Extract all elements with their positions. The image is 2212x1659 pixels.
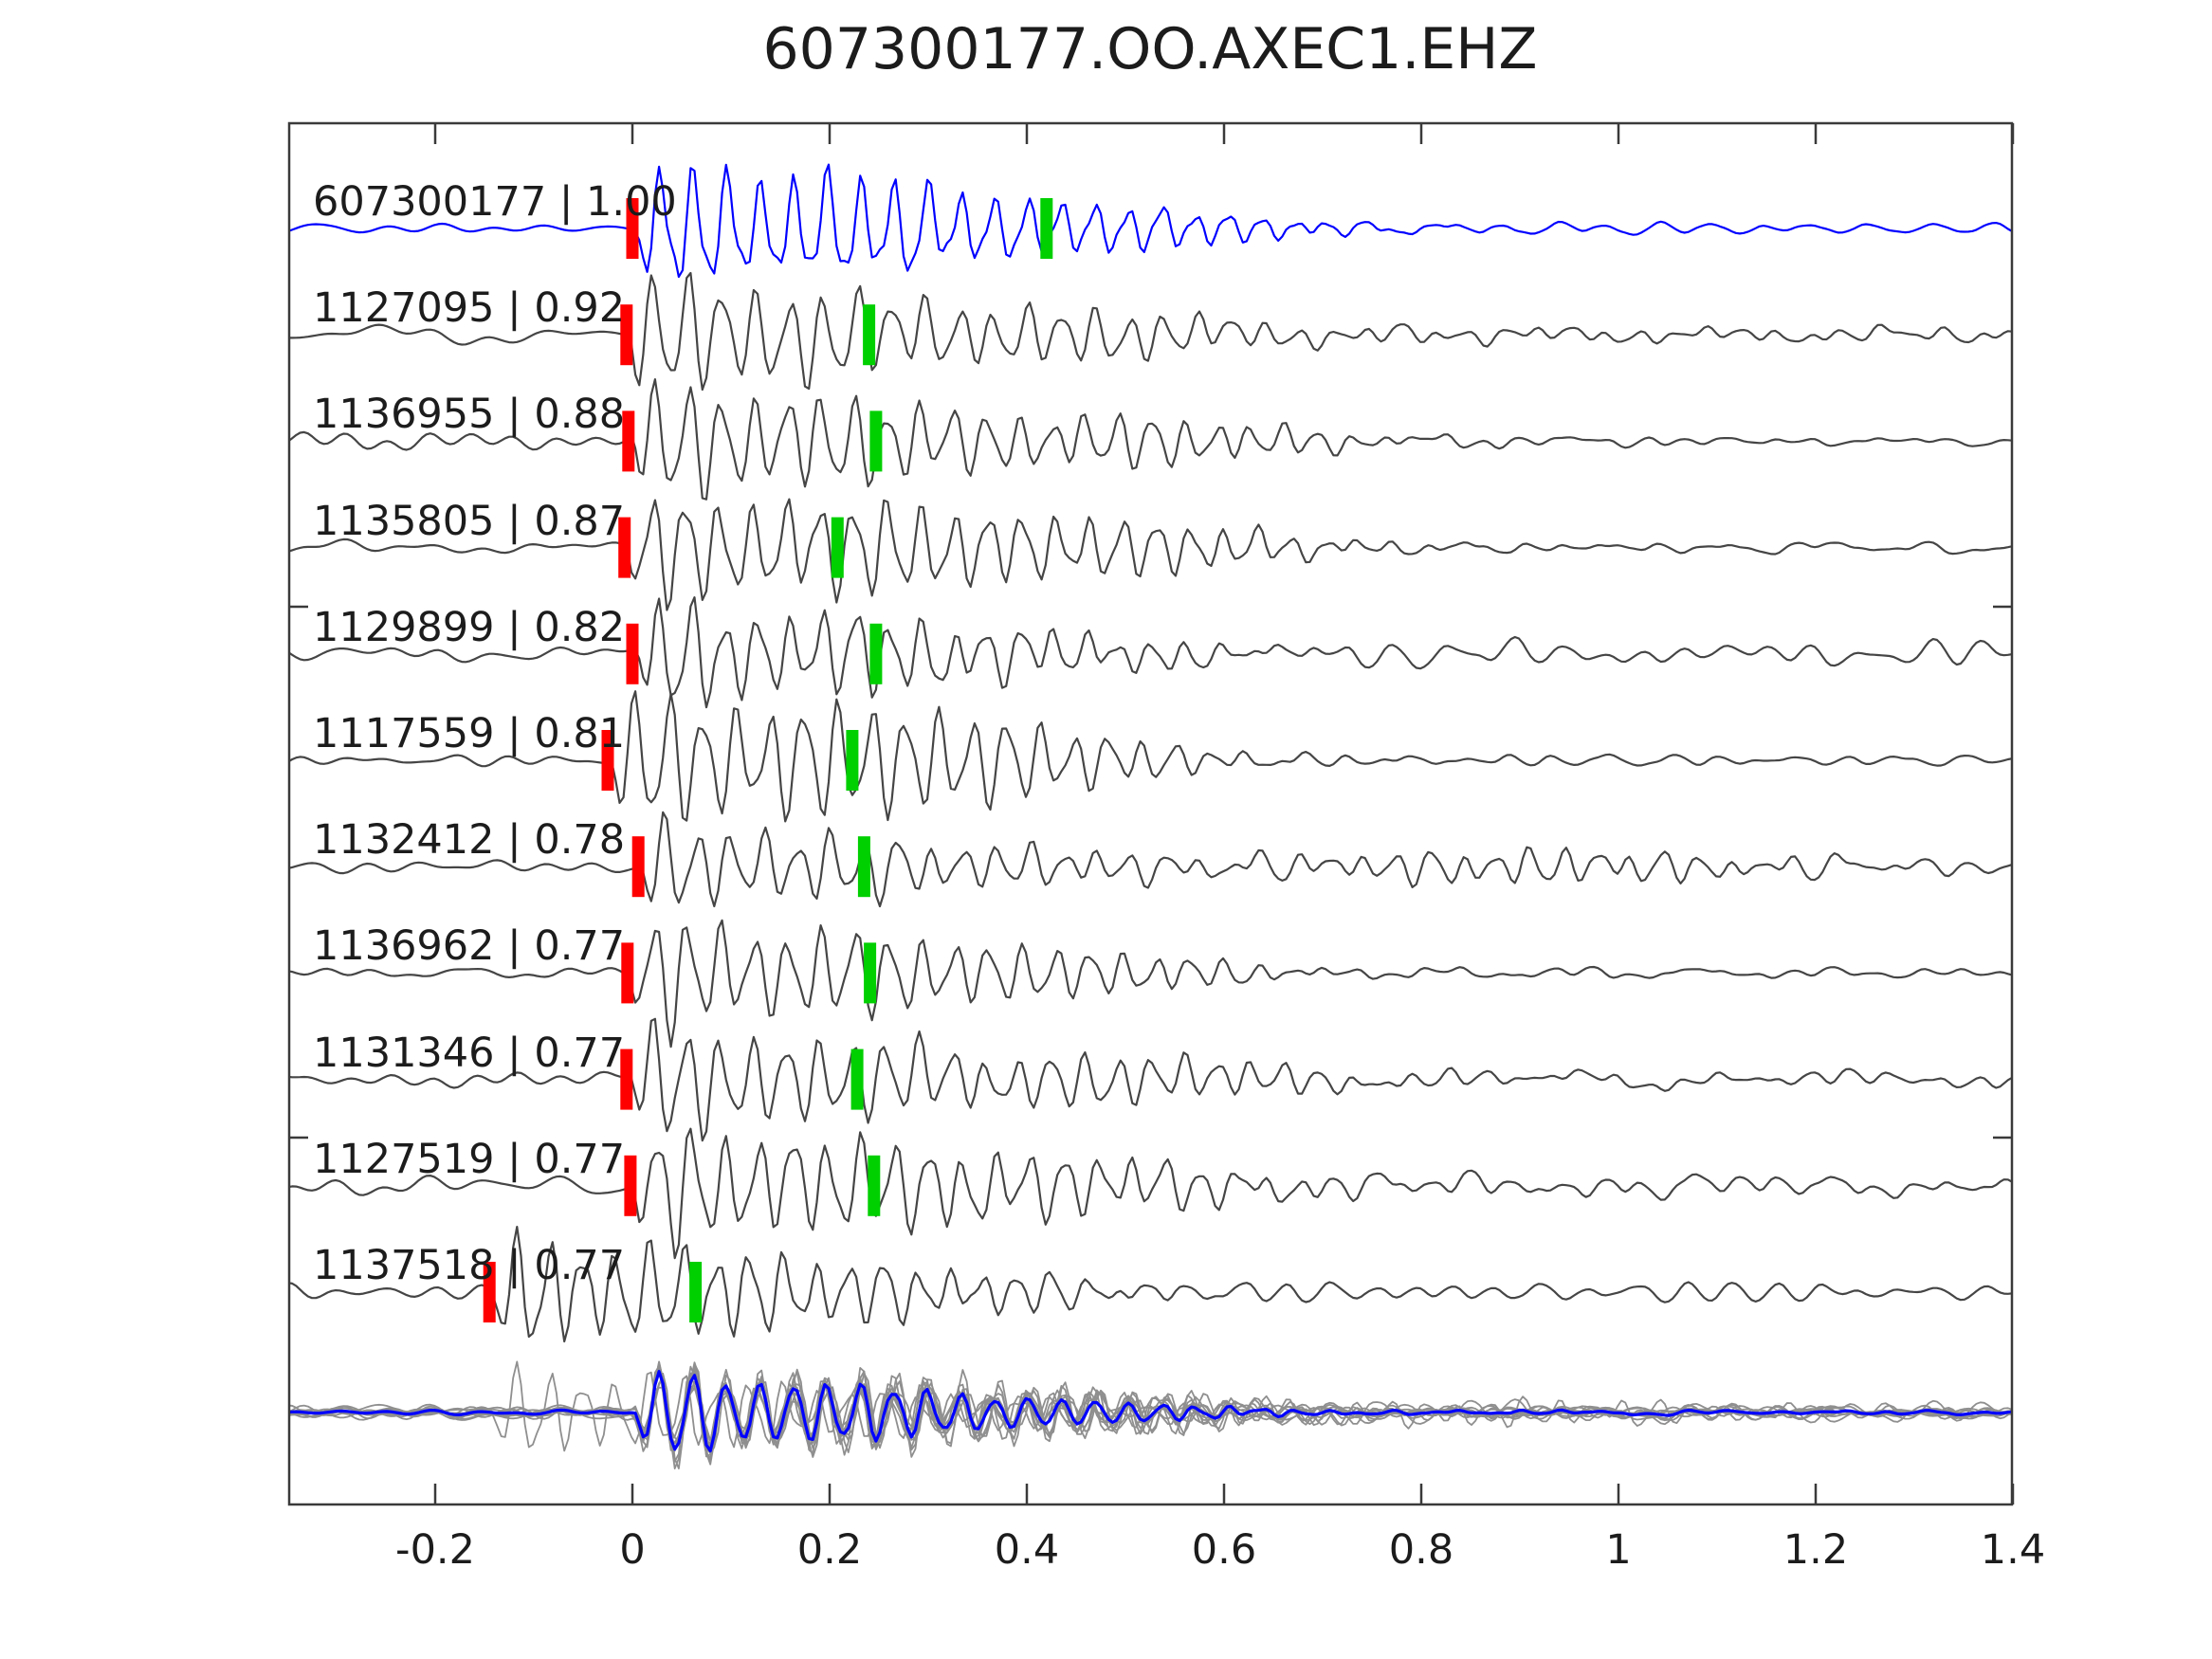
x-axis-tick-label: 0.4 [995, 1526, 1059, 1574]
template-pick-marker [626, 198, 639, 259]
waveforms-layer [289, 163, 2012, 1469]
new-pick-marker [846, 730, 859, 791]
x-axis-tick-label: 0.6 [1192, 1526, 1256, 1574]
detection-waveform [289, 1127, 2012, 1260]
x-axis-tick-label: 1.2 [1783, 1526, 1848, 1574]
detection-waveform [289, 1017, 2012, 1142]
new-pick-marker [831, 517, 844, 578]
trace-labels-layer: 607300177 | 1.00 1127095 | 0.92 1136955 | … [313, 178, 677, 1289]
template-pick-marker [620, 304, 633, 366]
template-pick-marker [620, 1048, 633, 1110]
trace-label: 1136955 | 0.88 [313, 391, 625, 438]
detection-waveform [289, 1225, 2012, 1343]
detection-waveform [289, 811, 2012, 908]
new-pick-marker [689, 1262, 703, 1322]
new-pick-marker [863, 304, 876, 366]
trace-label: 1135805 | 0.87 [313, 498, 625, 545]
detection-waveform [289, 595, 2012, 709]
plot-border [287, 121, 2014, 1506]
new-pick-marker [850, 1048, 864, 1110]
axes-layer: -0.2 0 0.2 0.4 0.6 0.8 1 1.2 1.4 [287, 121, 2045, 1574]
chart-title: 607300177.OO.AXEC1.EHZ [762, 16, 1537, 82]
detection-waveform [289, 498, 2012, 611]
x-axis-tick-label: 0 [619, 1526, 645, 1574]
template-waveform [289, 163, 2012, 279]
pick-markers-layer [483, 198, 1053, 1322]
new-pick-marker [869, 410, 883, 472]
trace-label: 1136962 | 0.77 [313, 922, 625, 970]
new-pick-marker [857, 836, 870, 898]
new-pick-marker [1040, 198, 1053, 259]
template-pick-marker [483, 1262, 496, 1322]
x-axis-tick-label: -0.2 [395, 1526, 475, 1574]
x-axis-tick-label: 0.8 [1389, 1526, 1453, 1574]
template-pick-marker [631, 836, 645, 898]
template-pick-marker [622, 410, 635, 472]
trace-label: 1132412 | 0.78 [313, 816, 625, 864]
stack-mean-waveform [289, 1370, 2012, 1453]
new-pick-marker [869, 623, 883, 684]
template-pick-marker [624, 1155, 637, 1216]
x-axis-tick-label: 0.2 [797, 1526, 862, 1574]
detection-waveform [289, 690, 2012, 823]
x-axis-tick-label: 1.4 [1981, 1526, 2045, 1574]
trace-label: 1117559 | 0.81 [313, 710, 625, 757]
new-pick-marker [868, 1155, 881, 1216]
detection-waveform [289, 378, 2012, 501]
trace-label: 1137518 | 0.77 [313, 1242, 625, 1289]
stack-outlier-waveform [289, 1360, 2012, 1452]
trace-label: 1127095 | 0.92 [313, 284, 625, 332]
template-pick-marker [618, 517, 631, 578]
trace-label: 607300177 | 1.00 [313, 178, 677, 226]
new-pick-marker [864, 942, 877, 1004]
trace-label: 1127519 | 0.77 [313, 1136, 625, 1183]
detection-waveform [289, 271, 2012, 392]
trace-label: 1131346 | 0.77 [313, 1030, 625, 1077]
detection-waveform [289, 919, 2012, 1048]
template-pick-marker [601, 730, 614, 791]
x-axis-tick-label: 1 [1605, 1526, 1631, 1574]
template-pick-marker [626, 623, 639, 684]
trace-label: 1129899 | 0.82 [313, 604, 625, 651]
template-pick-marker [621, 942, 634, 1004]
stack-member-waveform [289, 1362, 2012, 1462]
